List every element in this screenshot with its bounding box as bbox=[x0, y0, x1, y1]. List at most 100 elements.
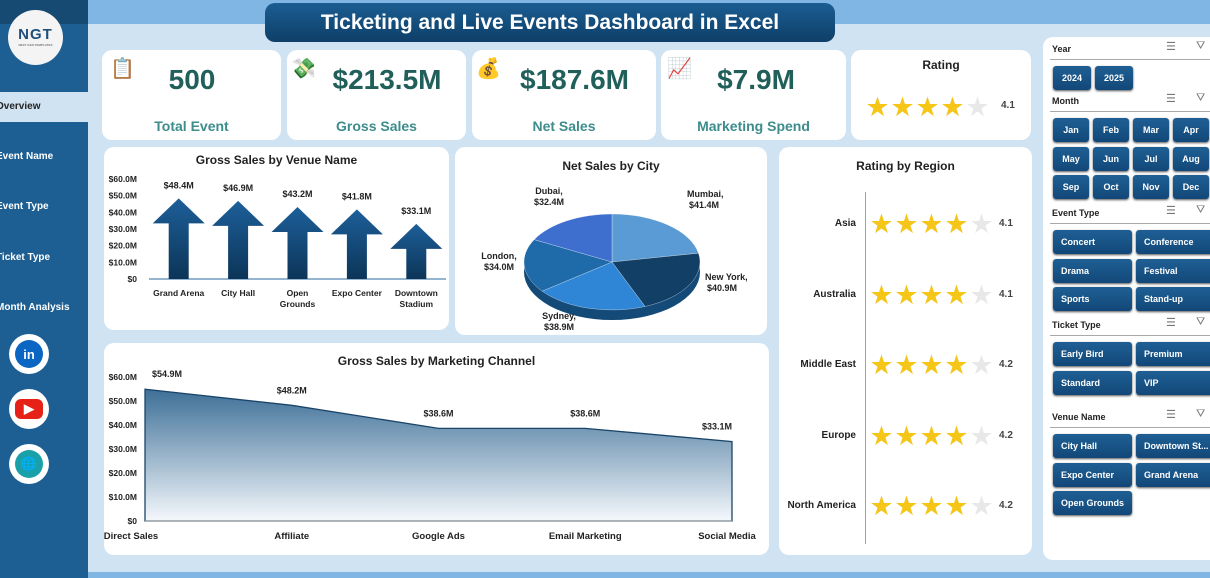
moneybag-icon: 💰 bbox=[476, 58, 501, 80]
slicer-item[interactable]: Festival bbox=[1136, 258, 1210, 283]
star-empty-icon: ★ bbox=[969, 209, 994, 239]
slicer-item[interactable]: VIP bbox=[1136, 370, 1210, 395]
nav-month-analysis[interactable]: Month Analysis bbox=[0, 302, 70, 313]
multi-select-icon[interactable]: ☰ bbox=[1166, 93, 1176, 105]
multi-select-icon[interactable]: ☰ bbox=[1166, 205, 1176, 217]
star-empty-icon: ★ bbox=[965, 92, 990, 122]
clear-filter-icon[interactable]: ⛛ bbox=[1196, 408, 1206, 420]
region-stars: ★ ★ ★ ★ ★ bbox=[869, 348, 994, 382]
y-tick-label: $30.0M bbox=[109, 224, 137, 234]
slicer-item[interactable]: Standard bbox=[1053, 370, 1132, 395]
slicer-item[interactable]: Apr bbox=[1173, 118, 1209, 142]
star-icon: ★ bbox=[940, 92, 965, 122]
slicer-item[interactable]: Dec bbox=[1173, 175, 1209, 199]
region-label: Middle East bbox=[800, 359, 856, 370]
data-label: $38.6M bbox=[570, 408, 600, 418]
chart-title: Gross Sales by Marketing Channel bbox=[337, 354, 536, 368]
overview-highlight bbox=[0, 92, 88, 122]
rating-stars: ★ ★ ★ ★ ★ bbox=[865, 90, 990, 124]
star-icon: ★ bbox=[944, 350, 969, 380]
kpi-marketing-spend: 📈 $7.9M Marketing Spend bbox=[661, 50, 846, 140]
slicer-item[interactable]: Premium bbox=[1136, 342, 1210, 366]
slicer-title: Month bbox=[1052, 96, 1079, 106]
pie-label-value: $32.4M bbox=[534, 197, 564, 207]
slicer-title: Event Type bbox=[1052, 208, 1100, 218]
slicer-item[interactable]: Nov bbox=[1133, 175, 1169, 199]
slicer-divider bbox=[1050, 223, 1210, 224]
slicer-divider bbox=[1050, 335, 1210, 336]
slicer-item[interactable]: Stand-up bbox=[1136, 287, 1210, 311]
gross-sales-by-venue-card: Gross Sales by Venue Name $0 $10.0M $20.0M… bbox=[104, 147, 449, 330]
slicer-item[interactable]: Downtown St... bbox=[1136, 434, 1210, 458]
kpi-label: Total Event bbox=[154, 118, 229, 134]
clear-filter-icon[interactable]: ⛛ bbox=[1196, 40, 1206, 52]
clear-filter-icon[interactable]: ⛛ bbox=[1196, 92, 1206, 104]
pie-label-value: $38.9M bbox=[544, 322, 574, 332]
slicer-item[interactable]: Concert bbox=[1053, 230, 1132, 254]
star-icon: ★ bbox=[869, 491, 894, 521]
star-empty-icon: ★ bbox=[969, 350, 994, 380]
slicer-item[interactable]: City Hall bbox=[1053, 434, 1132, 458]
star-icon: ★ bbox=[894, 279, 919, 310]
kpi-total-event: 📋 500 Total Event bbox=[102, 50, 281, 140]
star-empty-icon: ★ bbox=[969, 491, 994, 521]
nav-event-type[interactable]: Event Type bbox=[0, 201, 49, 212]
star-icon: ★ bbox=[869, 350, 894, 380]
slicer-item[interactable]: Sep bbox=[1053, 175, 1089, 199]
slicer-item[interactable]: Expo Center bbox=[1053, 462, 1132, 487]
slicer-item[interactable]: Early Bird bbox=[1053, 342, 1132, 366]
clear-filter-icon[interactable]: ⛛ bbox=[1196, 204, 1206, 216]
nav-event-name[interactable]: Event Name bbox=[0, 151, 54, 162]
slicer-item[interactable]: Feb bbox=[1093, 118, 1129, 142]
bar-arrow bbox=[390, 223, 443, 279]
pie-label-value: $40.9M bbox=[707, 283, 737, 293]
star-icon: ★ bbox=[944, 279, 969, 310]
x-tick-label: Stadium bbox=[400, 299, 434, 309]
clear-filter-icon[interactable]: ⛛ bbox=[1196, 316, 1206, 328]
multi-select-icon[interactable]: ☰ bbox=[1166, 41, 1176, 53]
nav-ticket-type[interactable]: Ticket Type bbox=[0, 252, 51, 263]
slicer-item[interactable]: Oct bbox=[1093, 175, 1129, 199]
star-icon: ★ bbox=[915, 92, 940, 122]
rating-title: Rating bbox=[922, 58, 960, 72]
website-button[interactable]: 🌐 bbox=[9, 444, 49, 484]
star-icon: ★ bbox=[919, 209, 944, 239]
youtube-button[interactable]: ▶ bbox=[9, 389, 49, 429]
slicer-item[interactable]: Mar bbox=[1133, 118, 1169, 142]
slicer-item[interactable]: Sports bbox=[1053, 287, 1132, 311]
slicer-item[interactable]: Grand Arena bbox=[1136, 462, 1210, 487]
slicer-divider bbox=[1050, 427, 1210, 428]
y-tick-label: $10.0M bbox=[109, 492, 137, 502]
slicer-item[interactable]: Jun bbox=[1093, 146, 1129, 171]
clipboard-icon: 📋 bbox=[110, 58, 135, 80]
slicer-item[interactable]: 2025 bbox=[1095, 66, 1133, 90]
slicer-item[interactable]: Jul bbox=[1133, 146, 1169, 171]
x-tick-label: Expo Center bbox=[332, 288, 383, 298]
page-title: Ticketing and Live Events Dashboard in E… bbox=[265, 3, 835, 42]
slicer-item[interactable]: Aug bbox=[1173, 146, 1209, 171]
slicer-item[interactable]: Drama bbox=[1053, 258, 1132, 283]
star-icon: ★ bbox=[919, 350, 944, 380]
star-empty-icon: ★ bbox=[969, 420, 994, 451]
slicer-item[interactable]: Open Grounds bbox=[1053, 491, 1132, 515]
multi-select-icon[interactable]: ☰ bbox=[1166, 317, 1176, 329]
x-tick-label: Direct Sales bbox=[104, 531, 158, 542]
region-stars: ★ ★ ★ ★ ★ bbox=[869, 278, 994, 312]
slicer-item[interactable]: Conference bbox=[1136, 230, 1210, 254]
slicer-title: Venue Name bbox=[1052, 412, 1106, 422]
star-icon: ★ bbox=[894, 209, 919, 239]
slicer-item[interactable]: 2024 bbox=[1053, 66, 1091, 90]
region-label: Australia bbox=[813, 288, 856, 300]
linkedin-button[interactable]: in bbox=[9, 334, 49, 374]
y-tick-label: $30.0M bbox=[109, 444, 137, 454]
data-label: $33.1M bbox=[702, 422, 732, 432]
venue-bar-chart: $0 $10.0M $20.0M $30.0M $40.0M $50.0M $60.0M $4… bbox=[109, 174, 446, 309]
nav-overview[interactable]: Overview bbox=[0, 101, 41, 112]
slicer-item[interactable]: May bbox=[1053, 146, 1089, 171]
slicer-item[interactable]: Jan bbox=[1053, 118, 1089, 142]
slicer-title: Year bbox=[1052, 44, 1072, 54]
multi-select-icon[interactable]: ☰ bbox=[1166, 409, 1176, 421]
kpi-net-sales: 💰 $187.6M Net Sales bbox=[472, 50, 656, 140]
pie-label-value: $41.4M bbox=[689, 200, 719, 210]
slicer-divider bbox=[1050, 59, 1210, 60]
